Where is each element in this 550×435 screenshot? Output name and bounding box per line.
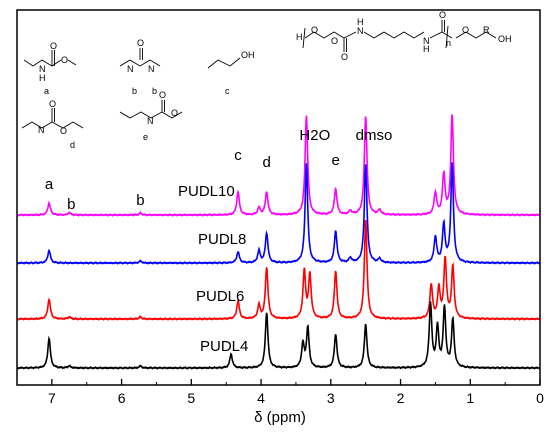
atom-h: H <box>296 32 303 42</box>
atom-n: N <box>39 64 46 74</box>
atom-o: O <box>462 25 469 35</box>
x-tick-label: 2 <box>397 390 405 406</box>
peak-annotation: H2O <box>299 127 330 144</box>
structure-label-c: c <box>225 86 230 96</box>
series-label: PUDL10 <box>178 183 235 200</box>
peak-annotation: dmso <box>356 127 393 144</box>
atom-h: H <box>39 73 46 83</box>
structure-b: N N O b b <box>119 38 161 96</box>
series-trace <box>17 114 540 217</box>
atom-oh: OH <box>241 50 255 60</box>
x-tick-label: 0 <box>536 390 544 406</box>
structure-label-b: b <box>132 86 137 96</box>
structure-c: OH c <box>207 50 255 96</box>
x-tick-label: 7 <box>48 390 56 406</box>
structure-label-d: d <box>70 140 75 150</box>
atom-n: N <box>357 26 364 36</box>
structure-a: N H O O a <box>23 41 77 96</box>
atom-o: O <box>439 10 446 20</box>
atom-n: N <box>148 64 155 74</box>
series-label: PUDL4 <box>200 338 248 355</box>
peak-annotation: b <box>136 192 144 209</box>
series-label: PUDL6 <box>196 288 244 305</box>
peak-annotation: b <box>67 196 75 213</box>
atom-n: N <box>38 125 45 135</box>
structure-e: N O O e <box>119 90 183 142</box>
atom-o: O <box>331 36 338 46</box>
peak-annotation: a <box>45 176 54 193</box>
series-trace <box>17 219 540 321</box>
atom-o: O <box>171 108 178 118</box>
atom-o: O <box>50 41 57 51</box>
x-tick-label: 5 <box>187 390 195 406</box>
structure-d: N O O d <box>21 99 84 150</box>
chemical-structures: N H O O a N N O b b OH c <box>21 10 512 150</box>
structure-label-b2: b <box>152 86 157 96</box>
peak-annotation: d <box>262 154 270 171</box>
atom-h: H <box>423 44 430 54</box>
x-tick-label: 3 <box>327 390 335 406</box>
series-group <box>17 114 540 370</box>
atom-r: R <box>483 25 490 35</box>
atom-o: O <box>341 52 348 62</box>
structure-label-e: e <box>143 132 148 142</box>
atom-o: O <box>137 38 144 48</box>
series-trace <box>17 301 540 370</box>
atom-o: O <box>61 55 68 65</box>
series-trace <box>17 162 540 265</box>
repeat-n: n <box>446 38 451 48</box>
plot-frame <box>16 9 541 386</box>
peak-annotation: c <box>234 147 242 164</box>
atom-o: O <box>60 126 67 136</box>
x-tick-label: 4 <box>257 390 265 406</box>
series-label: PUDL8 <box>198 231 246 248</box>
peak-annotation: e <box>332 152 340 169</box>
atom-h: H <box>357 17 364 27</box>
atom-n: N <box>147 116 154 126</box>
atom-n: N <box>423 36 430 46</box>
x-tick-label: 6 <box>118 390 126 406</box>
structure-label-a: a <box>44 86 49 96</box>
x-tick-label: 1 <box>466 390 474 406</box>
atom-o: O <box>49 99 56 109</box>
atom-n: N <box>127 64 134 74</box>
x-axis-title: δ (ppm) <box>254 409 306 426</box>
polymer-structure: H O O O N H N H O n O <box>296 10 512 62</box>
atom-oh: OH <box>498 34 512 44</box>
atom-o: O <box>159 90 166 100</box>
atom-o: O <box>311 25 318 35</box>
